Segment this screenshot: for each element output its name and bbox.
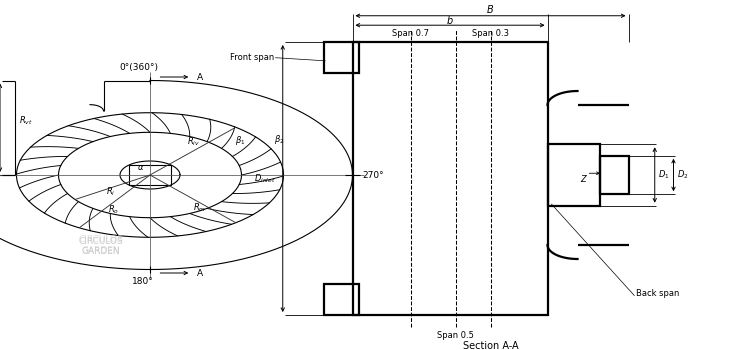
Bar xyxy=(600,156,628,194)
Bar xyxy=(324,284,358,315)
Text: 270°: 270° xyxy=(362,170,384,180)
Text: $B$: $B$ xyxy=(487,4,494,15)
Bar xyxy=(352,42,548,315)
Text: A: A xyxy=(196,268,202,278)
Text: $\beta_1$: $\beta_1$ xyxy=(235,134,245,147)
Text: 180°: 180° xyxy=(132,277,153,286)
Text: $R_o$: $R_o$ xyxy=(108,203,119,216)
Text: $R_{vt}$: $R_{vt}$ xyxy=(19,114,32,127)
Text: $\alpha$: $\alpha$ xyxy=(137,163,145,172)
Text: 0°(360°): 0°(360°) xyxy=(119,63,158,72)
Text: $R_i$: $R_i$ xyxy=(106,186,116,198)
Text: Z: Z xyxy=(580,175,586,184)
Text: $R_m$: $R_m$ xyxy=(194,202,206,215)
Text: Back span: Back span xyxy=(636,289,680,299)
Text: CIRCULOS
GARDEN: CIRCULOS GARDEN xyxy=(79,235,124,255)
Text: CIRCULOS
GARDEN: CIRCULOS GARDEN xyxy=(79,237,124,257)
Text: A: A xyxy=(196,72,202,82)
Text: Front span: Front span xyxy=(230,53,274,62)
Text: $b$: $b$ xyxy=(446,14,454,26)
Text: $D_{inlet}$: $D_{inlet}$ xyxy=(254,172,275,185)
Text: Span 0.7: Span 0.7 xyxy=(392,29,430,38)
Text: $R_{iv}$: $R_{iv}$ xyxy=(188,136,200,148)
Text: $\beta_2$: $\beta_2$ xyxy=(274,133,284,146)
Text: $D_1$: $D_1$ xyxy=(658,169,669,181)
Text: Section A-A: Section A-A xyxy=(463,341,518,350)
Text: Span 0.3: Span 0.3 xyxy=(472,29,509,38)
Text: $D_2$: $D_2$ xyxy=(676,169,688,181)
Bar xyxy=(548,145,600,206)
Bar xyxy=(129,165,171,185)
Text: Span 0.5: Span 0.5 xyxy=(437,331,474,340)
Bar xyxy=(324,42,358,74)
